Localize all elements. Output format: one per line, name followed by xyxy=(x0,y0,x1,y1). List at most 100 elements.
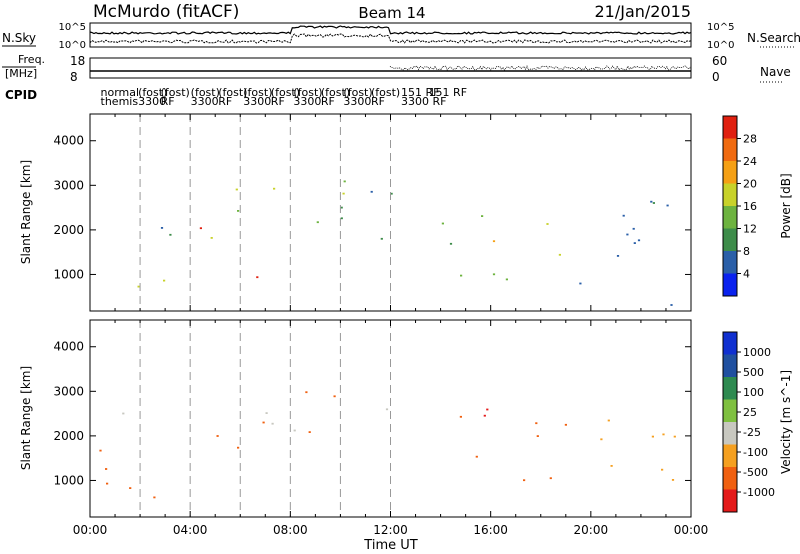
data-cell xyxy=(558,253,561,256)
x-tick-label: 20:00 xyxy=(574,523,609,537)
colorbar-swatch xyxy=(723,354,737,378)
velocity-colorbar: 1000 500 100 25 -25 -100 -500 -1000 Velocity [m … xyxy=(722,331,793,513)
colorbar-swatch xyxy=(723,489,737,513)
data-cell xyxy=(129,487,132,489)
y-tick-label: 2000 xyxy=(53,223,84,237)
colorbar-swatch xyxy=(723,183,737,207)
cpid-entry-line2: RF xyxy=(218,95,232,108)
freq-panel: Freq. [MHz] 18 8 60 0 Nave xyxy=(2,53,791,84)
data-cell xyxy=(273,187,276,190)
cpid-entry-line2: 3300 xyxy=(243,95,271,108)
y-tick-label: 4000 xyxy=(53,340,84,354)
data-cell xyxy=(163,279,166,282)
colorbar-tick-label: -100 xyxy=(743,446,768,459)
data-cell xyxy=(579,282,582,285)
data-cell xyxy=(459,415,462,418)
cpid-entry-line1: normal xyxy=(101,86,140,99)
nsky-label: N.Sky xyxy=(2,31,36,45)
colorbar-tick-label: 20 xyxy=(743,178,757,191)
cpid-entry-line2: RF xyxy=(161,95,175,108)
noise-traces xyxy=(89,25,692,44)
data-cell xyxy=(607,419,610,422)
colorbar-swatch xyxy=(723,467,737,490)
data-cell xyxy=(673,435,676,438)
beam-title: Beam 14 xyxy=(358,4,425,22)
colorbar-tick-label: 4 xyxy=(743,268,750,281)
data-cell xyxy=(600,438,603,441)
data-cell xyxy=(370,190,373,193)
data-cell xyxy=(343,180,346,183)
colorbar-swatch xyxy=(723,206,737,229)
colorbar-tick-label: 8 xyxy=(743,245,750,258)
cpid-entry-line1: (fost) xyxy=(218,86,247,99)
data-cell xyxy=(105,468,108,470)
data-cell xyxy=(340,206,343,209)
data-cell xyxy=(475,455,478,458)
data-cell xyxy=(637,239,641,242)
colorbar-swatch xyxy=(723,138,737,162)
x-tick-label: 00:00 xyxy=(674,523,709,537)
data-cell xyxy=(199,227,202,230)
data-cell xyxy=(235,188,238,191)
freq-tick-top: 18 xyxy=(70,54,85,68)
y-tick-label: 1000 xyxy=(53,267,84,281)
data-cell xyxy=(661,468,664,471)
y-tick-label: 1000 xyxy=(53,473,84,487)
colorbar-swatch xyxy=(723,251,737,274)
power-axes: 1000 2000 3000 4000 xyxy=(53,114,692,311)
colorbar-swatch xyxy=(723,332,737,355)
power-colorbar: 4 8 12 16 20 24 28 Power [dB] xyxy=(722,115,793,297)
data-cell xyxy=(305,391,308,394)
data-cell xyxy=(492,273,496,276)
data-cell xyxy=(652,202,655,204)
data-cell xyxy=(671,479,675,481)
cpid-entry-line1: (fost) xyxy=(343,86,372,99)
data-cell xyxy=(670,304,673,306)
data-cell xyxy=(316,221,319,224)
cpid-entry-line2: 3300 RF xyxy=(401,95,446,108)
colorbar-label: Power [dB] xyxy=(779,173,793,238)
data-cell xyxy=(160,227,164,229)
nave-trace xyxy=(389,64,692,71)
cpid-entry-line1: 151 RF xyxy=(401,86,439,99)
cpid-entries: normalthemis(fost)3300(fost)RF(fost)3300… xyxy=(101,86,468,108)
data-cell xyxy=(610,465,613,467)
data-cell xyxy=(535,422,538,425)
colorbar-tick-label: -500 xyxy=(743,466,768,479)
data-cell xyxy=(210,237,213,239)
cpid-entry-line1: (fost) xyxy=(271,86,300,99)
data-cell xyxy=(308,431,311,433)
data-cell xyxy=(340,217,343,220)
cpid-entry-line1: (fost) xyxy=(371,86,400,99)
velocity-ylabel: Slant Range [km] xyxy=(19,366,33,470)
nave-tick-top: 60 xyxy=(712,54,727,68)
cpid-entry-line1: (fost) xyxy=(138,86,167,99)
cpid-entry-line1: (fost) xyxy=(161,86,190,99)
data-cell xyxy=(390,192,393,195)
data-cell xyxy=(564,423,567,426)
cpid-entry-line2: 3300 xyxy=(293,95,321,108)
nsearch-trace xyxy=(89,33,692,44)
data-cell xyxy=(237,210,240,212)
colorbar-tick-label: 100 xyxy=(743,386,764,399)
data-cell xyxy=(256,276,259,279)
colorbar-frame xyxy=(722,331,738,513)
velocity-axes: 1000 2000 3000 4000 00:00 04:00 08:00 12:00 16:0… xyxy=(53,320,708,537)
colorbar-swatch xyxy=(723,161,737,184)
date-title: 21/Jan/2015 xyxy=(594,2,691,21)
cpid-entry-line2: 3300 xyxy=(138,95,166,108)
data-cell xyxy=(536,435,539,437)
colorbar-tick-label: 16 xyxy=(743,200,757,213)
data-cell xyxy=(262,421,265,424)
data-cell xyxy=(137,285,140,288)
cpid-entry-line2: RF xyxy=(271,95,285,108)
nave-tick-bottom: 0 xyxy=(712,70,720,84)
data-cell xyxy=(483,414,486,417)
noise-tick-left-bottom: 10^0 xyxy=(59,40,86,51)
freq-tick-bottom: 8 xyxy=(70,70,78,84)
power-markers xyxy=(139,114,391,311)
cpid-entry-line2: RF xyxy=(321,95,335,108)
data-cell xyxy=(380,237,383,240)
x-tick-label: 16:00 xyxy=(473,523,508,537)
